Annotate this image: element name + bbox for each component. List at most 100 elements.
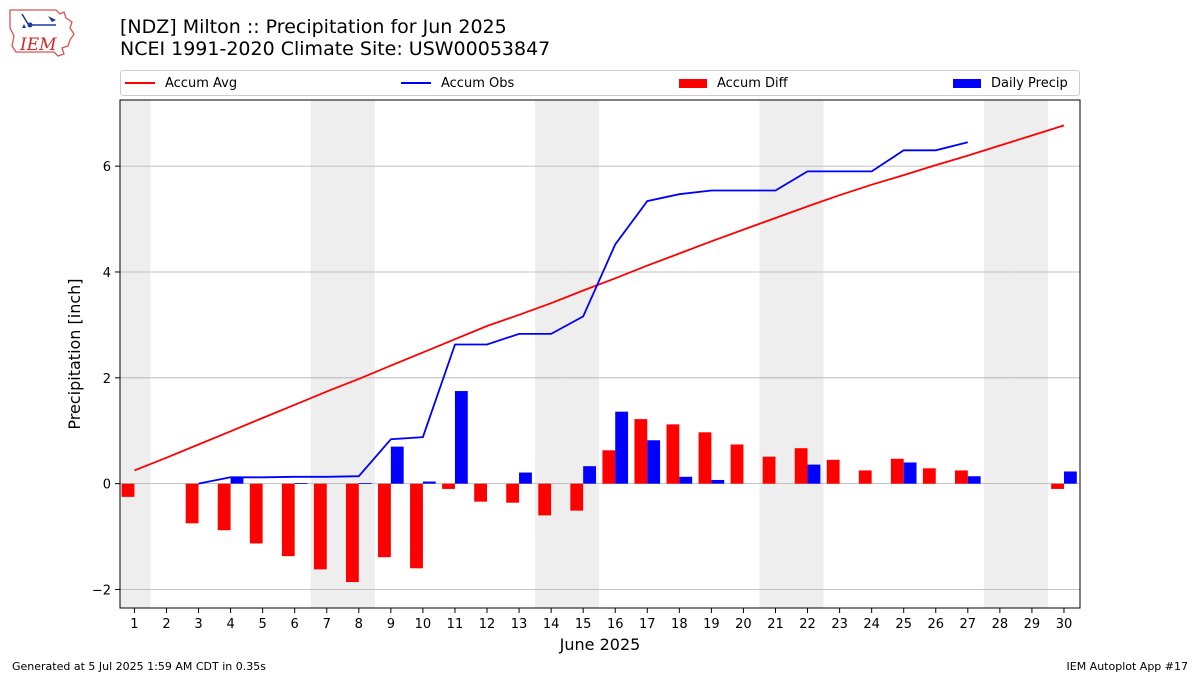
x-tick-label: 25 <box>895 617 912 632</box>
chart-subtitle: NCEI 1991-2020 Climate Site: USW00053847 <box>120 38 551 60</box>
accum-diff-bar <box>474 483 488 502</box>
accum-diff-bar <box>858 470 872 484</box>
daily-precip-bar <box>583 466 596 484</box>
accum-diff-bar <box>922 468 936 484</box>
x-tick-label: 11 <box>447 617 464 632</box>
footer-generated: Generated at 5 Jul 2025 1:59 AM CDT in 0… <box>12 660 266 673</box>
x-tick-label: 1 <box>130 617 138 632</box>
legend-swatch-daily-precip <box>953 78 981 88</box>
legend-swatch-accum-avg <box>125 82 155 84</box>
accum-diff-bar <box>762 456 776 484</box>
accum-diff-bar <box>185 483 199 524</box>
accum-diff-bar <box>249 483 263 544</box>
legend-item-daily-precip: Daily Precip <box>953 71 1068 95</box>
x-tick-label: 22 <box>799 617 816 632</box>
accum-diff-bar <box>410 483 423 569</box>
x-tick-label: 3 <box>194 617 202 632</box>
gridlines <box>120 165 1080 590</box>
daily-precip-bar <box>615 411 629 484</box>
accum-obs-line <box>198 141 969 485</box>
weekend-band <box>120 100 151 608</box>
weekend-band <box>535 100 568 608</box>
x-tick-label: 15 <box>575 617 592 632</box>
legend-item-accum-obs: Accum Obs <box>401 71 514 95</box>
accum-diff-bar <box>121 483 135 497</box>
accum-diff-bar <box>730 444 744 484</box>
daily-precip-bar <box>454 391 468 484</box>
x-tick-label: 5 <box>258 617 266 632</box>
x-tick-label: 6 <box>291 617 299 632</box>
chart-title: [NDZ] Milton :: Precipitation for Jun 20… <box>120 16 507 38</box>
daily-precip-bar <box>679 476 693 484</box>
daily-precip-bar <box>294 483 308 484</box>
legend-label-daily-precip: Daily Precip <box>991 75 1068 91</box>
legend-swatch-accum-diff <box>679 78 707 88</box>
legend-label-accum-obs: Accum Obs <box>441 75 515 91</box>
x-tick-label: 10 <box>415 617 432 632</box>
x-tick-label: 27 <box>960 617 977 632</box>
legend-label-accum-avg: Accum Avg <box>165 75 238 91</box>
legend-swatch-accum-obs <box>401 82 431 84</box>
legend: Accum Avg Accum Obs Accum Diff Daily Pre… <box>120 70 1080 96</box>
y-tick-label: 0 <box>103 478 111 493</box>
accum-diff-bar <box>281 483 295 557</box>
footer-app: IEM Autoplot App #17 <box>1066 660 1189 673</box>
accum-diff-bar <box>602 450 616 484</box>
accum-diff-bar <box>698 432 712 484</box>
daily-precip-bar <box>647 440 661 484</box>
x-tick-label: 4 <box>226 617 234 632</box>
accum-diff-bar <box>1051 483 1064 489</box>
accum-diff-bar <box>313 483 327 570</box>
weekend-band <box>791 100 824 608</box>
x-tick-label: 14 <box>543 617 560 632</box>
accum-diff-bar <box>634 419 648 484</box>
x-tick-label: 8 <box>355 617 363 632</box>
daily-precip-bar <box>711 479 725 484</box>
accum-avg-line <box>134 124 1065 472</box>
accum-diff-bar <box>217 483 231 531</box>
x-tick-label: 30 <box>1056 617 1073 632</box>
legend-label-accum-diff: Accum Diff <box>717 75 788 91</box>
accum-diff-bar <box>442 483 455 489</box>
accum-diff-bar <box>954 470 968 484</box>
x-tick-label: 29 <box>1024 617 1041 632</box>
iem-logo: IEM <box>9 9 75 57</box>
x-axis-label: June 2025 <box>559 635 641 654</box>
x-tick-label: 20 <box>735 617 752 632</box>
y-tick-label: −2 <box>92 583 111 598</box>
x-tick-label: 19 <box>703 617 720 632</box>
y-tick-label: 6 <box>103 160 111 175</box>
accum-diff-bar <box>826 459 840 484</box>
plot-frame <box>119 99 1081 609</box>
daily-precip-bar <box>903 462 917 484</box>
accum-diff-bar <box>890 458 904 484</box>
accum-diff-bar <box>345 483 359 583</box>
daily-precip-bar <box>230 477 244 484</box>
daily-precip-bar <box>967 476 981 484</box>
weekend-band <box>759 100 792 608</box>
x-tick-label: 24 <box>863 617 880 632</box>
accum-diff-bar <box>506 483 520 503</box>
x-tick-label: 28 <box>992 617 1009 632</box>
weekend-band <box>983 100 1016 608</box>
x-tick-label: 2 <box>162 617 170 632</box>
weekend-band <box>567 100 600 608</box>
weekend-band <box>1015 100 1048 608</box>
x-tick-label: 17 <box>639 617 656 632</box>
daily-precip-bar <box>1063 471 1077 484</box>
legend-item-accum-diff: Accum Diff <box>679 71 788 95</box>
x-tick-label: 12 <box>479 617 496 632</box>
x-tick-label: 18 <box>671 617 688 632</box>
accum-diff-bar <box>570 483 584 511</box>
daily-precip-bar <box>422 481 436 484</box>
y-tick-label: 2 <box>103 372 111 387</box>
x-tick-label: 26 <box>927 617 944 632</box>
accum-diff-bar <box>538 483 552 516</box>
daily-precip-bar <box>807 464 821 484</box>
lines <box>134 124 1065 485</box>
y-axis-label: Precipitation [inch] <box>65 278 84 429</box>
accum-diff-bar <box>666 424 680 484</box>
x-tick-label: 16 <box>607 617 624 632</box>
